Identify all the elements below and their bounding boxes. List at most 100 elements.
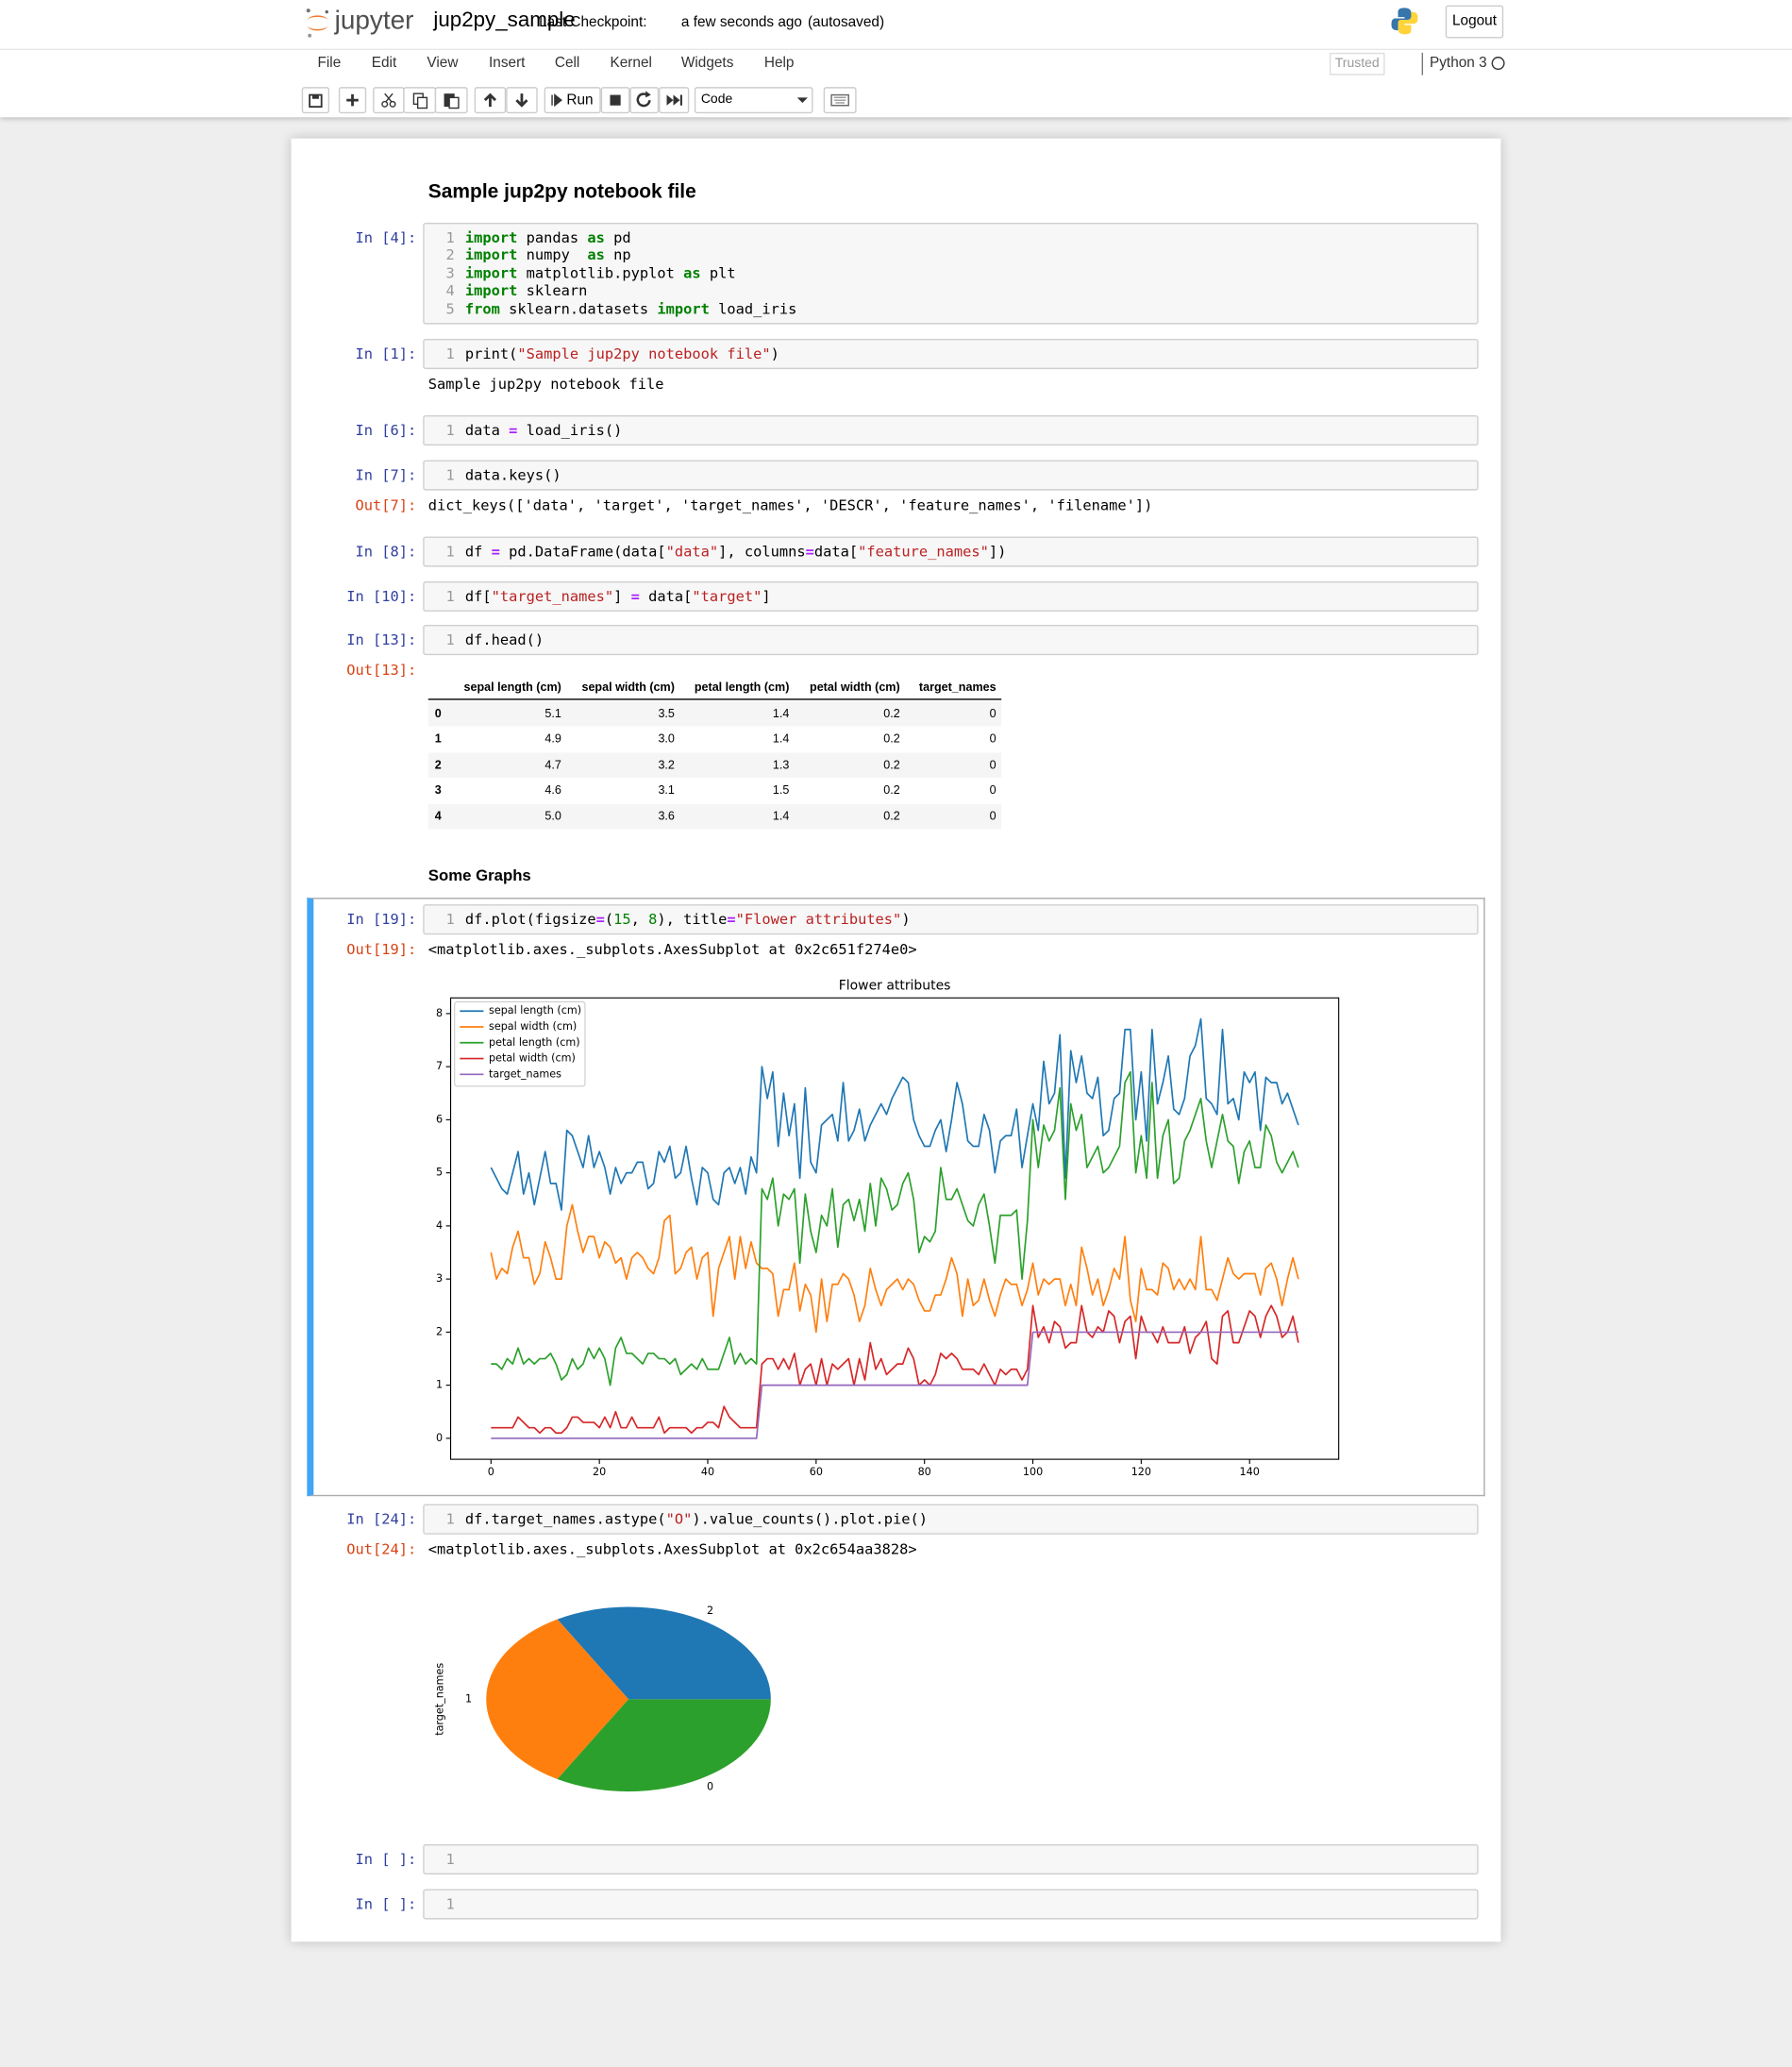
table-index: 3 [434,782,442,797]
table-cell: 5.1 [544,705,561,719]
code-line: import matplotlib.pyplot as plt [464,264,736,282]
move-up-button[interactable] [474,87,507,114]
code-line: import pandas as pd [464,228,631,246]
interrupt-button[interactable] [600,87,630,114]
table-header: petal length (cm) [694,680,790,694]
kernel-indicator [1491,57,1505,71]
pie-slice [557,1699,771,1792]
paste-button[interactable] [434,87,468,114]
run-all-button[interactable] [659,87,690,114]
legend-label: sepal length (cm) [489,1004,581,1017]
restart-icon [636,91,651,108]
cut-button[interactable] [373,87,405,114]
cell-type-select[interactable]: Code [694,87,813,114]
arrow-up-icon [483,92,497,108]
run-label: Run [566,92,594,109]
arrow-down-icon [515,93,528,108]
code-line: df.plot(figsize=(15, 8), title="Flower a… [464,910,911,928]
input-prompt: In [ ]: [355,1850,417,1868]
code-input[interactable]: 1 data.keys() [423,460,1479,490]
selected-cell-border [307,898,1485,1497]
menu-item[interactable]: File [317,55,342,72]
code-input[interactable]: 1 df.plot(figsize=(15, 8), title="Flower … [423,904,1479,934]
logout-button[interactable]: Logout [1445,5,1504,39]
move-down-button[interactable] [506,87,538,114]
menu-item[interactable]: Widgets [680,55,734,72]
series-line [490,1203,1299,1334]
y-tick-label: 5 [436,1167,443,1179]
code-input[interactable]: 1 [423,1843,1479,1874]
plot-frame [449,997,1340,1460]
table-cell: 4.7 [544,757,561,771]
line-number: 1 [445,1894,455,1912]
run-button[interactable]: Run [544,87,601,114]
notebook-name[interactable]: jup2py_sample [433,8,576,32]
output-prompt: Out[13]: [346,661,417,680]
code-input[interactable]: 1 data = load_iris() [423,414,1479,445]
menu-item[interactable]: Cell [554,55,580,72]
code-input[interactable]: 1 [423,1889,1479,1919]
code-input[interactable]: 1 import pandas as pd 2 import numpy as np 3… [423,223,1479,325]
restart-button[interactable] [629,87,660,114]
code-input[interactable]: 1 df.target_names.astype("O").value_count… [423,1504,1479,1535]
cut-icon [381,92,396,108]
menu-item[interactable]: Kernel [610,55,652,72]
table-cell: 3.2 [658,757,675,771]
table-header: target_names [918,680,996,694]
chart-title: Flower attributes [839,979,951,994]
table-cell: 1.4 [772,808,790,822]
x-tick-label: 100 [1023,1466,1043,1478]
pie-label: 0 [707,1780,713,1792]
line-number: 1 [445,630,455,648]
table-header: sepal width (cm) [581,680,675,694]
keyboard-icon [830,93,849,107]
plot-area [450,998,1339,1460]
save-button[interactable] [301,87,330,114]
checkpoint-time: a few seconds ago [680,14,802,31]
table-cell: 1.4 [772,731,790,746]
code-input[interactable]: 1 df["target_names"] = data["target"] [423,580,1479,612]
code-input[interactable]: 1 df.head() [423,625,1479,655]
table-cell: 3.5 [658,705,675,719]
jupyter-logo-text[interactable]: jupyter [334,6,414,36]
menu-item[interactable]: Insert [489,55,526,72]
input-prompt: In [19]: [346,910,417,928]
y-tick-label: 4 [436,1219,443,1232]
legend-label: target_names [489,1067,561,1080]
legend-box [454,1000,586,1087]
series-line [491,1304,1299,1435]
code-input[interactable]: 1 df = pd.DataFrame(data["data"], columns… [423,536,1479,567]
header-divider [0,48,1792,51]
dropdown-caret [796,97,808,103]
autosave-status: (autosaved) [807,14,885,31]
python-logo [1391,8,1418,35]
table-cell: 3.1 [658,782,675,797]
table-cell: 0.2 [883,757,900,771]
line-number: 1 [445,1509,455,1528]
code-line: data.keys() [464,465,561,483]
input-prompt: In [4]: [355,228,417,246]
menu-item[interactable]: Edit [371,55,397,72]
insert-cell-button[interactable] [338,87,367,114]
command-palette-button[interactable] [823,87,857,114]
code-line: import numpy as np [464,246,631,264]
code-line: df.head() [464,630,544,648]
table-row-stripe [427,700,1002,727]
trusted-indicator[interactable]: Trusted [1329,52,1385,76]
table-index: 4 [434,808,442,822]
table-row-stripe [427,751,1002,779]
code-line: from sklearn.datasets import load_iris [464,300,797,318]
table-cell: 0 [989,782,996,797]
y-tick-label: 8 [436,1007,443,1019]
series-line [491,1331,1298,1439]
copy-button[interactable] [403,87,437,114]
stop-icon [610,94,621,106]
table-header: sepal length (cm) [463,680,561,694]
menu-item[interactable]: View [427,55,459,72]
menu-item[interactable]: Help [763,55,795,72]
code-input[interactable]: 1 print("Sample jup2py notebook file") [423,338,1479,369]
x-tick-label: 60 [810,1466,823,1478]
output-prompt: Out[24]: [346,1540,417,1558]
